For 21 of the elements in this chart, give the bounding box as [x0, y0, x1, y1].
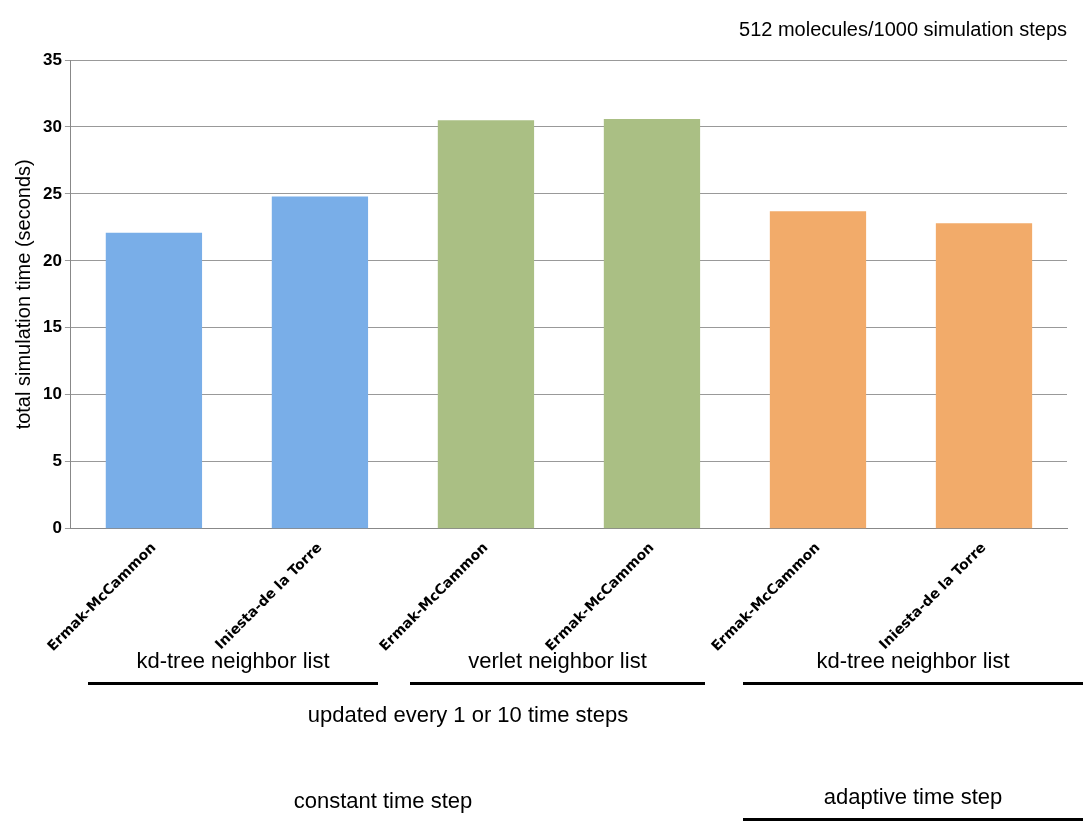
bar	[105, 232, 203, 529]
y-tick-label: 35	[42, 49, 62, 69]
text: adaptive time step	[822, 784, 1004, 810]
text: kd-tree neighbor list	[816, 648, 1011, 674]
y-tick-label: 30	[42, 116, 62, 136]
y-tick-label: 10	[42, 384, 62, 404]
bar	[271, 196, 369, 529]
y-tick-label: 25	[42, 183, 62, 203]
y-tick-label: 20	[42, 250, 62, 270]
bar	[603, 118, 701, 529]
y-axis-title: total simulation time (seconds)	[11, 159, 34, 430]
text: kd-tree neighbor list	[136, 648, 330, 673]
bar	[437, 120, 535, 529]
text: updated every 1 or 10 time steps	[306, 702, 630, 728]
bar	[769, 211, 867, 529]
y-tick-label: 0	[52, 518, 62, 538]
y-tick-label: 15	[42, 317, 62, 337]
text: constant time step	[292, 788, 474, 814]
bar	[935, 223, 1033, 529]
y-tick-label: 5	[52, 451, 62, 471]
chart-title: 512 molecules/1000 simulation steps	[739, 17, 1067, 40]
